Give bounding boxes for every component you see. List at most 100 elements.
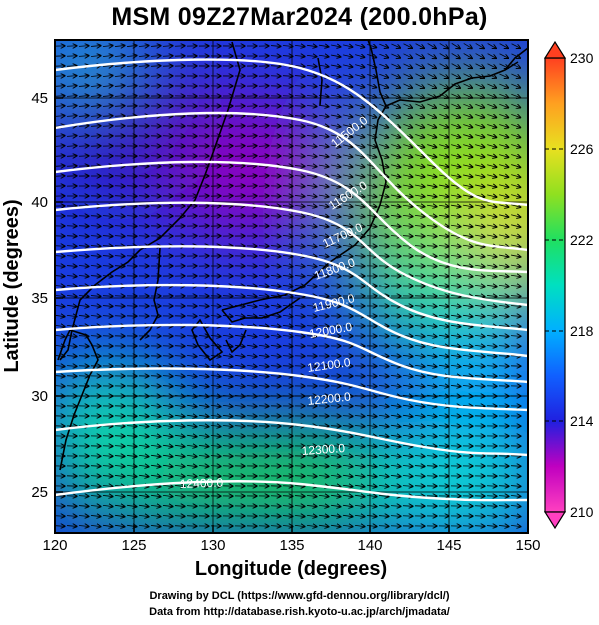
wind-arrow <box>114 316 125 317</box>
wind-arrow <box>450 275 461 276</box>
wind-arrow <box>331 135 341 137</box>
wind-arrow <box>186 316 197 317</box>
wind-arrow <box>414 205 425 206</box>
wind-arrow <box>258 256 269 257</box>
wind-arrow <box>475 155 485 158</box>
wind-arrow <box>439 124 448 127</box>
wind-arrow <box>379 144 389 147</box>
wind-arrow <box>462 275 473 276</box>
wind-arrow <box>319 185 329 187</box>
wind-arrow <box>150 186 161 187</box>
wind-arrow <box>511 195 521 198</box>
wind-arrow <box>415 53 425 59</box>
wind-arrow <box>114 226 125 227</box>
wind-arrow <box>90 216 101 217</box>
wind-arrow <box>427 155 437 158</box>
wind-arrow <box>270 66 281 67</box>
wind-arrow <box>331 65 341 67</box>
wind-arrow <box>258 126 269 127</box>
wind-arrow <box>90 126 101 127</box>
wind-arrow <box>66 66 77 67</box>
wind-arrow <box>487 265 497 267</box>
wind-arrow <box>486 285 497 286</box>
wind-arrow <box>355 205 365 207</box>
wind-arrow <box>126 236 137 237</box>
wind-arrow <box>126 86 137 87</box>
wind-arrow <box>342 255 353 256</box>
wind-arrow <box>306 265 317 266</box>
x-tick-label: 120 <box>42 537 67 554</box>
wind-arrow <box>475 195 485 197</box>
wind-arrow <box>282 196 293 197</box>
wind-arrow <box>390 526 401 527</box>
wind-arrow <box>78 305 89 306</box>
credit-line-data: Data from http://database.rish.kyoto-u.a… <box>149 606 450 618</box>
wind-arrow <box>402 316 413 317</box>
wind-arrow <box>379 165 389 168</box>
wind-arrow <box>78 106 89 107</box>
wind-arrow <box>343 185 353 187</box>
wind-arrow <box>55 516 65 517</box>
wind-arrow <box>102 76 113 77</box>
wind-arrow <box>246 156 257 157</box>
wind-arrow <box>487 83 496 88</box>
wind-arrow <box>319 205 329 207</box>
colorbar-tick-label: 214 <box>570 413 594 429</box>
wind-arrow <box>258 176 269 177</box>
wind-arrow <box>427 43 437 48</box>
wind-arrow <box>379 63 388 68</box>
wind-arrow <box>306 145 317 146</box>
wind-arrow <box>499 124 509 127</box>
wind-arrow <box>391 53 400 58</box>
wind-arrow <box>438 215 449 216</box>
wind-arrow <box>294 86 305 87</box>
wind-arrow <box>126 96 137 97</box>
wind-arrow <box>282 56 293 57</box>
wind-arrow <box>462 315 473 316</box>
wind-arrow <box>415 195 425 197</box>
wind-arrow <box>474 285 485 286</box>
colorbar: 230 226 222 218 214 210 <box>543 40 594 530</box>
wind-arrow <box>487 255 497 257</box>
y-tick-label: 30 <box>31 388 48 405</box>
wind-arrow <box>403 93 412 98</box>
wind-arrow <box>403 175 413 177</box>
wind-arrow <box>414 246 425 247</box>
wind-arrow <box>378 346 389 347</box>
wind-arrow <box>294 356 305 357</box>
wind-arrow <box>426 296 437 297</box>
wind-arrow <box>78 366 89 367</box>
wind-arrow <box>66 136 77 137</box>
wind-arrow <box>450 296 461 297</box>
wind-arrow <box>126 186 137 187</box>
wind-arrow <box>318 55 329 57</box>
wind-arrow <box>499 155 509 158</box>
wind-arrow <box>390 225 401 226</box>
wind-arrow <box>402 215 413 216</box>
wind-arrow <box>102 306 113 307</box>
wind-arrow <box>55 315 65 316</box>
wind-arrow <box>451 63 461 69</box>
wind-arrow <box>294 45 305 46</box>
wind-arrow <box>78 286 89 287</box>
wind-arrow <box>451 114 460 117</box>
wind-arrow <box>475 235 485 237</box>
wind-arrow <box>391 195 401 197</box>
wind-arrow <box>486 315 497 316</box>
wind-arrow <box>403 63 412 68</box>
wind-arrow <box>475 165 485 167</box>
wind-arrow <box>439 83 449 88</box>
wind-arrow <box>427 175 437 177</box>
wind-arrow <box>451 155 461 157</box>
wind-arrow <box>246 276 257 277</box>
wind-arrow <box>414 306 425 307</box>
credit-line-dcl: Drawing by DCL (https://www.gfd-dennou.o… <box>149 590 450 602</box>
wind-arrow <box>55 116 65 117</box>
wind-arrow <box>78 56 89 57</box>
wind-arrow <box>499 114 508 117</box>
wind-arrow <box>450 436 461 437</box>
wind-arrow <box>426 266 437 267</box>
wind-arrow <box>487 205 497 207</box>
wind-arrow <box>427 63 437 69</box>
wind-arrow <box>355 185 365 187</box>
